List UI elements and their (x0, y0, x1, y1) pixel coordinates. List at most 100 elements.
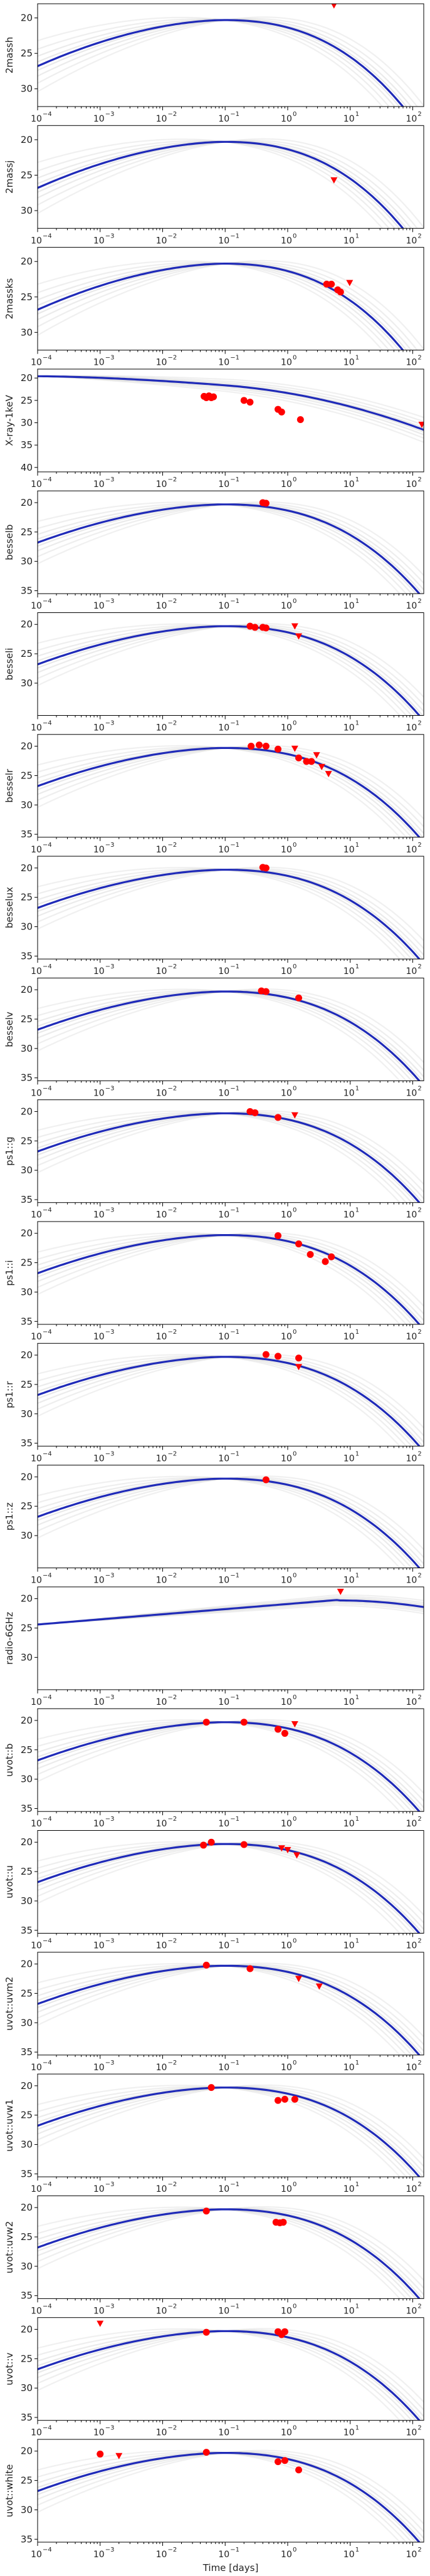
x-tick-exponent: 0 (293, 1207, 296, 1214)
x-tick-exponent: −3 (105, 1938, 115, 1945)
y-axis-label: uvot::white (4, 2464, 15, 2518)
x-tick-label: 10 (281, 1088, 292, 1098)
model-sample-line (38, 262, 412, 350)
model-sample-line (38, 1478, 417, 1568)
model-sample-line (38, 2086, 417, 2177)
x-tick-label: 10 (343, 1088, 355, 1098)
upper-limit-marker (337, 1588, 344, 1595)
x-tick-exponent: −1 (230, 1329, 239, 1336)
x-tick-label: 10 (218, 1210, 229, 1220)
panel-frame (37, 247, 424, 351)
x-tick-exponent: 1 (355, 963, 359, 970)
y-tick-label: 25 (21, 1013, 33, 1025)
x-tick-label: 10 (343, 358, 355, 368)
y-tick-label: 20 (21, 497, 33, 508)
x-tick-exponent: 0 (293, 963, 296, 970)
model-sample-line (38, 1113, 417, 1203)
x-tick-label: 10 (406, 723, 417, 733)
y-tick-label: 35 (21, 2168, 33, 2179)
model-sample-line (38, 624, 424, 706)
upper-limit-marker (291, 623, 298, 630)
y-tick-label: 35 (21, 1194, 33, 1205)
x-tick-label: 10 (156, 1453, 167, 1463)
model-sample-line (38, 1356, 417, 1447)
y-axis-label: uvot::uvw2 (4, 2221, 15, 2274)
x-tick-exponent: 2 (417, 842, 421, 849)
x-tick-label: 10 (31, 966, 42, 976)
observations (97, 2320, 288, 2338)
model-best-fit-line (38, 1843, 421, 1934)
panel-frame (37, 1465, 424, 1569)
x-tick-exponent: 1 (355, 233, 359, 239)
x-tick-exponent: 0 (293, 1938, 296, 1945)
x-tick-exponent: −2 (167, 1694, 177, 1701)
x-tick-label: 10 (31, 1088, 42, 1098)
detection-point (275, 745, 282, 753)
x-tick-exponent: 1 (355, 1816, 359, 1823)
detection-point (207, 1838, 215, 1846)
y-tick-label: 20 (21, 1715, 33, 1726)
detection-point (295, 994, 303, 1002)
upper-limit-marker (418, 421, 424, 428)
x-tick-label: 10 (281, 1941, 292, 1951)
model-sample-line (38, 1964, 424, 2046)
detection-point (328, 1253, 335, 1260)
y-tick-label: 35 (21, 2533, 33, 2545)
x-tick-label: 10 (93, 2184, 105, 2194)
x-tick-label: 10 (406, 236, 417, 246)
y-tick-label: 30 (21, 678, 33, 689)
x-tick-exponent: −2 (167, 963, 177, 970)
x-tick-label: 10 (218, 966, 229, 976)
detection-point (202, 1961, 210, 1969)
panel-frame (37, 1952, 424, 2056)
detection-point (291, 2095, 298, 2103)
x-tick-label: 10 (218, 1088, 229, 1098)
y-tick-label: 30 (21, 2504, 33, 2515)
x-tick-exponent: −1 (230, 233, 239, 239)
x-tick-label: 10 (31, 358, 42, 368)
detection-point (281, 2457, 288, 2464)
x-tick-label: 10 (156, 1819, 167, 1829)
x-tick-label: 10 (156, 1210, 167, 1220)
panel-frame (37, 1830, 424, 1934)
x-tick-exponent: −1 (230, 1085, 239, 1092)
x-tick-label: 10 (281, 966, 292, 976)
x-tick-label: 10 (31, 2428, 42, 2438)
x-tick-label: 10 (218, 1941, 229, 1951)
x-tick-exponent: −3 (105, 1694, 115, 1701)
x-tick-label: 10 (93, 1332, 105, 1342)
x-tick-label: 10 (281, 2184, 292, 2194)
model-sample-line (38, 2207, 424, 2289)
x-tick-label: 10 (343, 845, 355, 855)
y-tick-label: 20 (21, 984, 33, 995)
x-tick-label: 10 (406, 2428, 417, 2438)
panel-frame (37, 612, 424, 716)
y-axis-label: besselv (4, 1012, 15, 1047)
x-tick-exponent: −2 (167, 842, 177, 849)
x-tick-label: 10 (156, 114, 167, 124)
x-tick-label: 10 (156, 601, 167, 611)
y-tick-label: 20 (21, 134, 33, 145)
y-tick-label: 35 (21, 1316, 33, 1327)
x-tick-label: 10 (93, 236, 105, 246)
detection-point (281, 1730, 288, 1737)
model-sample-line (38, 375, 424, 422)
x-tick-label: 10 (218, 479, 229, 490)
x-tick-label: 10 (156, 2428, 167, 2438)
x-tick-label: 10 (93, 1210, 105, 1220)
observations (202, 1961, 323, 1990)
panel-frame (37, 1343, 424, 1447)
observations (259, 864, 270, 872)
upper-limit-marker (330, 177, 338, 184)
x-tick-exponent: 1 (355, 1694, 359, 1701)
model-sample-line (38, 2208, 417, 2299)
x-tick-exponent: −4 (43, 2060, 52, 2066)
detection-point (240, 1719, 248, 1726)
model-best-fit-line (38, 2208, 421, 2299)
x-tick-exponent: −4 (43, 2547, 52, 2553)
model-curves (38, 1232, 424, 1324)
observations (330, 177, 338, 184)
